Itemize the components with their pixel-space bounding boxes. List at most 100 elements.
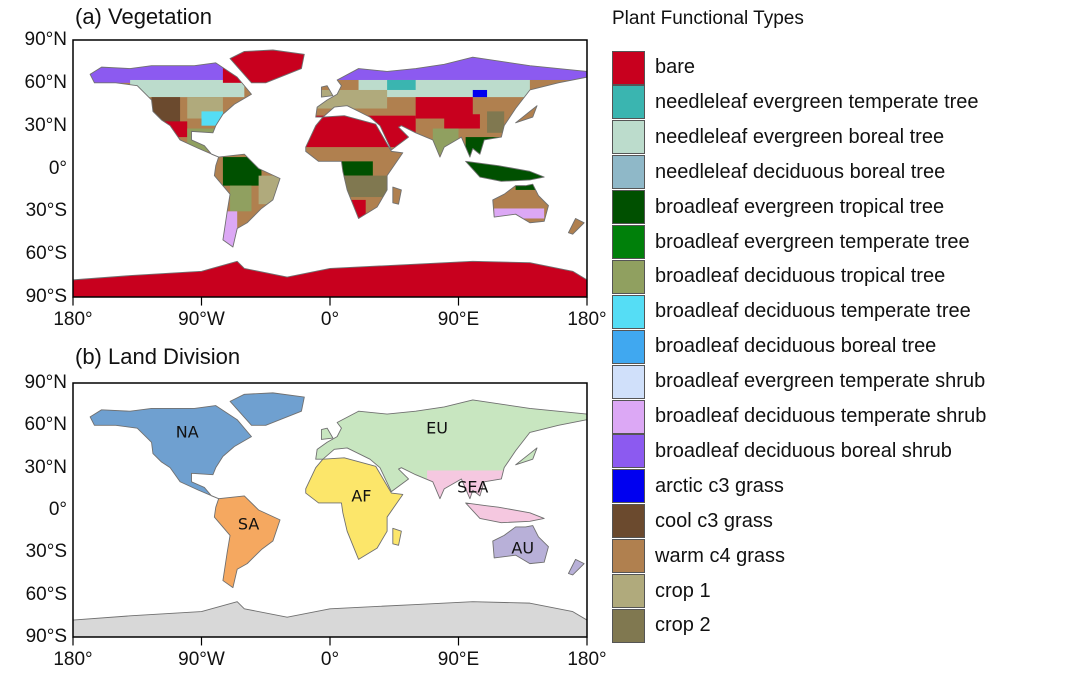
legend-item: broadleaf deciduous temperate tree [612,294,971,329]
x-tick-label: 90°W [178,309,225,330]
legend-swatch [612,120,645,155]
y-tick-label: 60°S [25,243,67,265]
pft-patch [472,89,488,98]
pft-patch [341,161,373,176]
legend-item: needleleaf evergreen boreal tree [612,120,944,155]
pft-patch [415,97,473,119]
legend-item: crop 1 [612,574,711,609]
legend-swatch [612,225,645,259]
legend-label: crop 1 [655,579,711,602]
panel-b-title: (b) Land Division [75,344,241,369]
y-tick-label: 90°S [25,626,67,647]
y-tick-label: 0° [48,157,67,179]
region-label-au: AU [511,538,535,558]
legend-label: broadleaf deciduous tropical tree [655,265,946,288]
coastline [393,528,402,545]
legend-item: broadleaf deciduous tropical tree [612,259,945,294]
legend-label: needleleaf deciduous boreal tree [655,160,946,183]
y-tick-label: 30°N [24,456,67,478]
y-tick-label: 90°S [25,286,67,307]
y-tick-label: 60°S [25,583,67,605]
pft-patch [444,114,480,129]
coastline [516,448,537,465]
region-label-na: NA [175,422,199,442]
coastline [568,559,584,575]
legend-item: broadleaf evergreen temperate tree [612,225,970,260]
x-tick-label: 90°E [437,309,480,330]
legend-swatch [612,574,645,608]
y-tick-label: 90°N [24,29,67,50]
legend-swatch [612,364,645,399]
map-canvas [73,383,587,637]
pft-patch [222,211,238,248]
legend-label: broadleaf deciduous boreal tree [655,335,937,358]
x-tick-label: 0° [320,309,340,330]
legend-item: arctic c3 grass [612,469,784,504]
pft-patch [301,115,416,148]
legend-label: broadleaf deciduous temperate tree [655,300,971,323]
region-label-eu: EU [426,418,448,438]
legend-label: arctic c3 grass [655,474,784,497]
land-uk [321,428,333,440]
land-eu [315,399,587,499]
pft-patch [130,79,245,98]
pft-patch [230,185,252,212]
legend-title: Plant Functional Types [612,8,804,29]
legend-item: broadleaf evergreen temperate shrub [612,364,985,399]
legend-label: crop 2 [655,614,711,637]
legend-swatch [612,155,645,190]
coastline [516,106,537,123]
legend-swatch [612,190,645,225]
x-tick-label: 180° [53,649,93,670]
coastline [230,50,304,83]
land-an [73,601,587,637]
coastline [306,116,403,219]
legend-swatch [612,329,645,364]
region-label-sea: SEA [457,477,489,497]
pft-patch [494,208,545,219]
legend-swatch [612,399,645,434]
x-tick-label: 180° [567,649,607,670]
pft-patch [487,111,505,133]
x-tick-label: 0° [320,649,340,670]
pft-patch [387,79,416,90]
x-tick-label: 180° [53,309,93,330]
x-tick-label: 90°W [178,649,225,670]
legend-swatch [612,434,645,469]
legend-label: broadleaf evergreen temperate tree [655,230,970,253]
legend-swatch [612,539,645,574]
y-tick-label: 0° [48,499,67,520]
y-tick-label: 60°N [24,414,67,436]
y-tick-label: 30°S [25,541,67,563]
legend-label: broadleaf evergreen temperate shrub [655,370,986,393]
y-tick-label: 30°N [24,114,67,136]
panel-a-title: (a) Vegetation [75,4,212,29]
y-tick-label: 30°S [25,200,67,222]
legend-label: broadleaf evergreen tropical tree [655,195,945,218]
legend-label: warm c4 grass [655,544,786,567]
coastline [393,187,402,204]
region-label-af: AF [351,486,372,506]
legend-item: bare [612,50,695,85]
y-tick-label: 60°N [24,71,67,93]
y-tick-label: 90°N [24,372,67,393]
legend-label: needleleaf evergreen temperate tree [655,90,979,113]
land-nz [568,218,585,235]
land-na [90,405,252,499]
pft-patch [515,182,538,190]
legend-item: cool c3 grass [612,504,773,539]
legend-item: broadleaf evergreen tropical tree [612,190,944,225]
legend-label: needleleaf evergreen boreal tree [655,125,945,148]
land-af [305,457,403,560]
coastline [90,406,251,499]
legend-item: warm c4 grass [612,539,785,574]
vegetation-map [73,40,587,297]
legend-swatch [612,50,645,85]
legend-item: needleleaf evergreen temperate tree [612,85,979,120]
coastline [230,393,304,425]
land-sa [214,495,281,588]
legend-item: broadleaf deciduous boreal tree [612,329,936,364]
coastline [214,154,280,247]
legend-swatch [612,85,645,120]
legend-swatch [612,608,645,643]
